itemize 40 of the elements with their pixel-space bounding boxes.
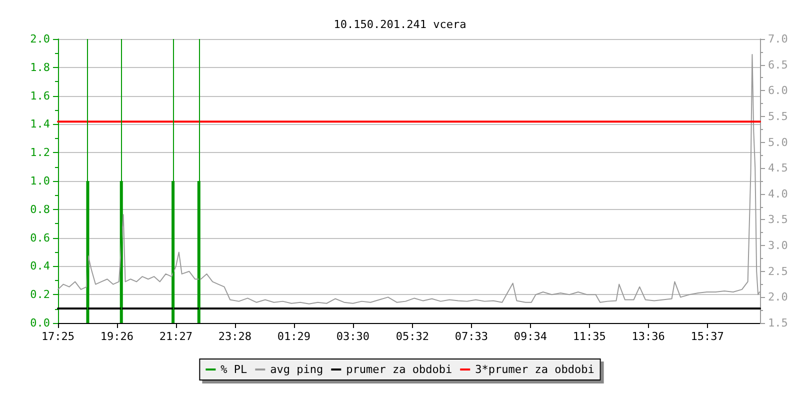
legend-label: avg ping	[270, 363, 324, 376]
legend-label: 3*prumer za obdobi	[475, 363, 594, 376]
chart-title: 10.150.201.241 vcera	[334, 18, 466, 31]
y2-tick-label: 3.0	[768, 239, 788, 252]
y2-tick-label: 6.0	[768, 84, 788, 98]
x-tick-label: 05:32	[396, 330, 429, 343]
x-tick-label: 13:36	[632, 330, 665, 343]
legend-label: prumer za obdobi	[346, 363, 452, 376]
y2-tick-label: 4.5	[768, 162, 788, 175]
y-tick-label: 1.8	[30, 60, 50, 74]
x-tick-label: 17:25	[41, 330, 75, 343]
x-tick-label: 09:34	[514, 330, 548, 343]
x-tick-label: 07:33	[454, 330, 488, 343]
y2-tick-label: 4.0	[768, 187, 788, 200]
y-tick-label: 1.2	[30, 146, 50, 160]
y-tick-label: 1.6	[30, 89, 50, 102]
y2-tick-label: 2.5	[768, 264, 788, 278]
x-tick-label: 03:30	[336, 330, 370, 343]
y2-tick-label: 1.5	[768, 316, 788, 330]
y2-tick-label: 3.5	[768, 213, 788, 226]
y-tick-label: 1.4	[30, 118, 50, 131]
y-tick-label: 0.4	[30, 260, 50, 273]
legend-label: % PL	[220, 363, 248, 376]
x-tick-label: 19:26	[100, 330, 134, 343]
y-tick-label: 0.0	[30, 316, 50, 330]
y-tick-label: 2.0	[30, 32, 50, 46]
y-tick-label: 0.6	[30, 231, 50, 244]
y2-tick-label: 6.5	[768, 58, 788, 72]
x-tick-label: 01:29	[277, 330, 311, 343]
y2-tick-label: 7.0	[768, 32, 788, 46]
y2-tick-label: 5.5	[768, 110, 788, 123]
y2-tick-label: 5.0	[768, 136, 788, 149]
x-tick-label: 21:27	[159, 330, 193, 343]
y2-tick-label: 2.0	[768, 290, 788, 304]
x-tick-label: 11:35	[572, 330, 606, 343]
x-tick-label: 15:37	[690, 330, 724, 343]
y-tick-label: 1.0	[30, 174, 50, 188]
x-tick-label: 23:28	[218, 330, 252, 343]
y-tick-label: 0.2	[30, 288, 50, 302]
y-tick-label: 0.8	[30, 202, 50, 216]
